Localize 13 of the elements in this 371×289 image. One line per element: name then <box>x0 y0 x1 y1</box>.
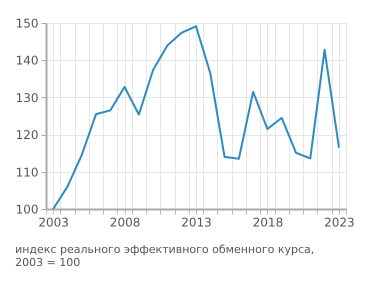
text: индекс реального эффективного обменного курса, 2003 = 100 <box>15 243 314 269</box>
line-series <box>52 25 340 209</box>
y-tick-label: 150 <box>16 16 38 30</box>
x-tick-label: 2023 <box>324 216 355 230</box>
y-tick-label: 120 <box>16 128 38 142</box>
x-tick-label: 2008 <box>110 216 140 230</box>
x-tick-label: 2003 <box>38 216 69 230</box>
y-tick-label: 130 <box>16 90 38 105</box>
y-tick-label: 110 <box>16 165 38 180</box>
y-tick-label: 140 <box>16 54 38 68</box>
y-tick-label: 100 <box>16 202 38 216</box>
x-tick-label: 2018 <box>252 216 284 230</box>
x-tick-label: 2013 <box>181 216 212 230</box>
